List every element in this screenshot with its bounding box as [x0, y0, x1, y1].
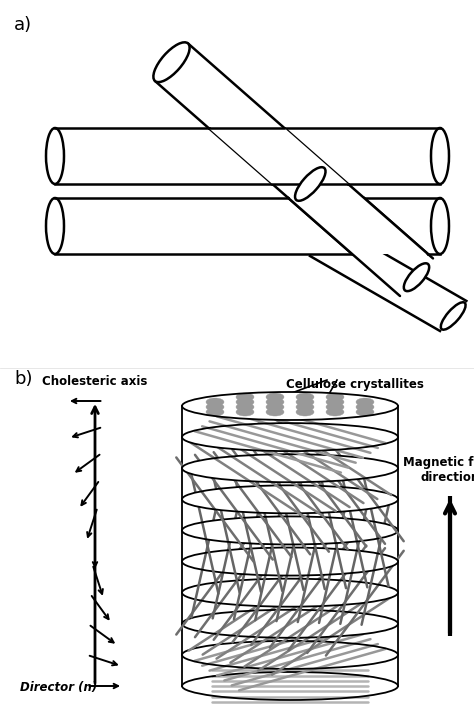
- Ellipse shape: [236, 403, 254, 411]
- Ellipse shape: [182, 672, 398, 700]
- Ellipse shape: [236, 408, 254, 416]
- Ellipse shape: [356, 403, 374, 411]
- Ellipse shape: [236, 393, 254, 401]
- Text: Cholesteric axis: Cholesteric axis: [42, 375, 148, 388]
- Ellipse shape: [182, 486, 398, 513]
- Ellipse shape: [182, 423, 398, 451]
- Ellipse shape: [266, 393, 284, 401]
- Ellipse shape: [326, 398, 344, 406]
- Ellipse shape: [356, 408, 374, 416]
- Ellipse shape: [296, 408, 314, 416]
- Ellipse shape: [182, 579, 398, 607]
- Text: Cellulose crystallites: Cellulose crystallites: [286, 378, 424, 391]
- Ellipse shape: [266, 408, 284, 416]
- Ellipse shape: [182, 547, 398, 576]
- Text: a): a): [14, 16, 32, 34]
- Ellipse shape: [266, 398, 284, 406]
- Ellipse shape: [236, 398, 254, 406]
- Ellipse shape: [326, 403, 344, 411]
- Ellipse shape: [326, 393, 344, 401]
- Ellipse shape: [206, 408, 224, 416]
- Ellipse shape: [296, 393, 314, 401]
- Ellipse shape: [182, 610, 398, 637]
- Text: Director (n): Director (n): [20, 682, 97, 695]
- Text: Magnetic field
direction: Magnetic field direction: [402, 456, 474, 484]
- Ellipse shape: [182, 454, 398, 482]
- Ellipse shape: [296, 403, 314, 411]
- Ellipse shape: [296, 398, 314, 406]
- Ellipse shape: [182, 516, 398, 544]
- Ellipse shape: [266, 403, 284, 411]
- Ellipse shape: [154, 42, 190, 82]
- Ellipse shape: [182, 392, 398, 420]
- Ellipse shape: [441, 302, 465, 330]
- Polygon shape: [209, 128, 348, 184]
- Text: b): b): [14, 370, 33, 388]
- Ellipse shape: [182, 641, 398, 669]
- Ellipse shape: [326, 408, 344, 416]
- Polygon shape: [288, 198, 428, 254]
- Ellipse shape: [404, 264, 429, 291]
- Ellipse shape: [206, 403, 224, 411]
- Ellipse shape: [356, 398, 374, 406]
- Ellipse shape: [295, 167, 326, 201]
- Ellipse shape: [206, 398, 224, 406]
